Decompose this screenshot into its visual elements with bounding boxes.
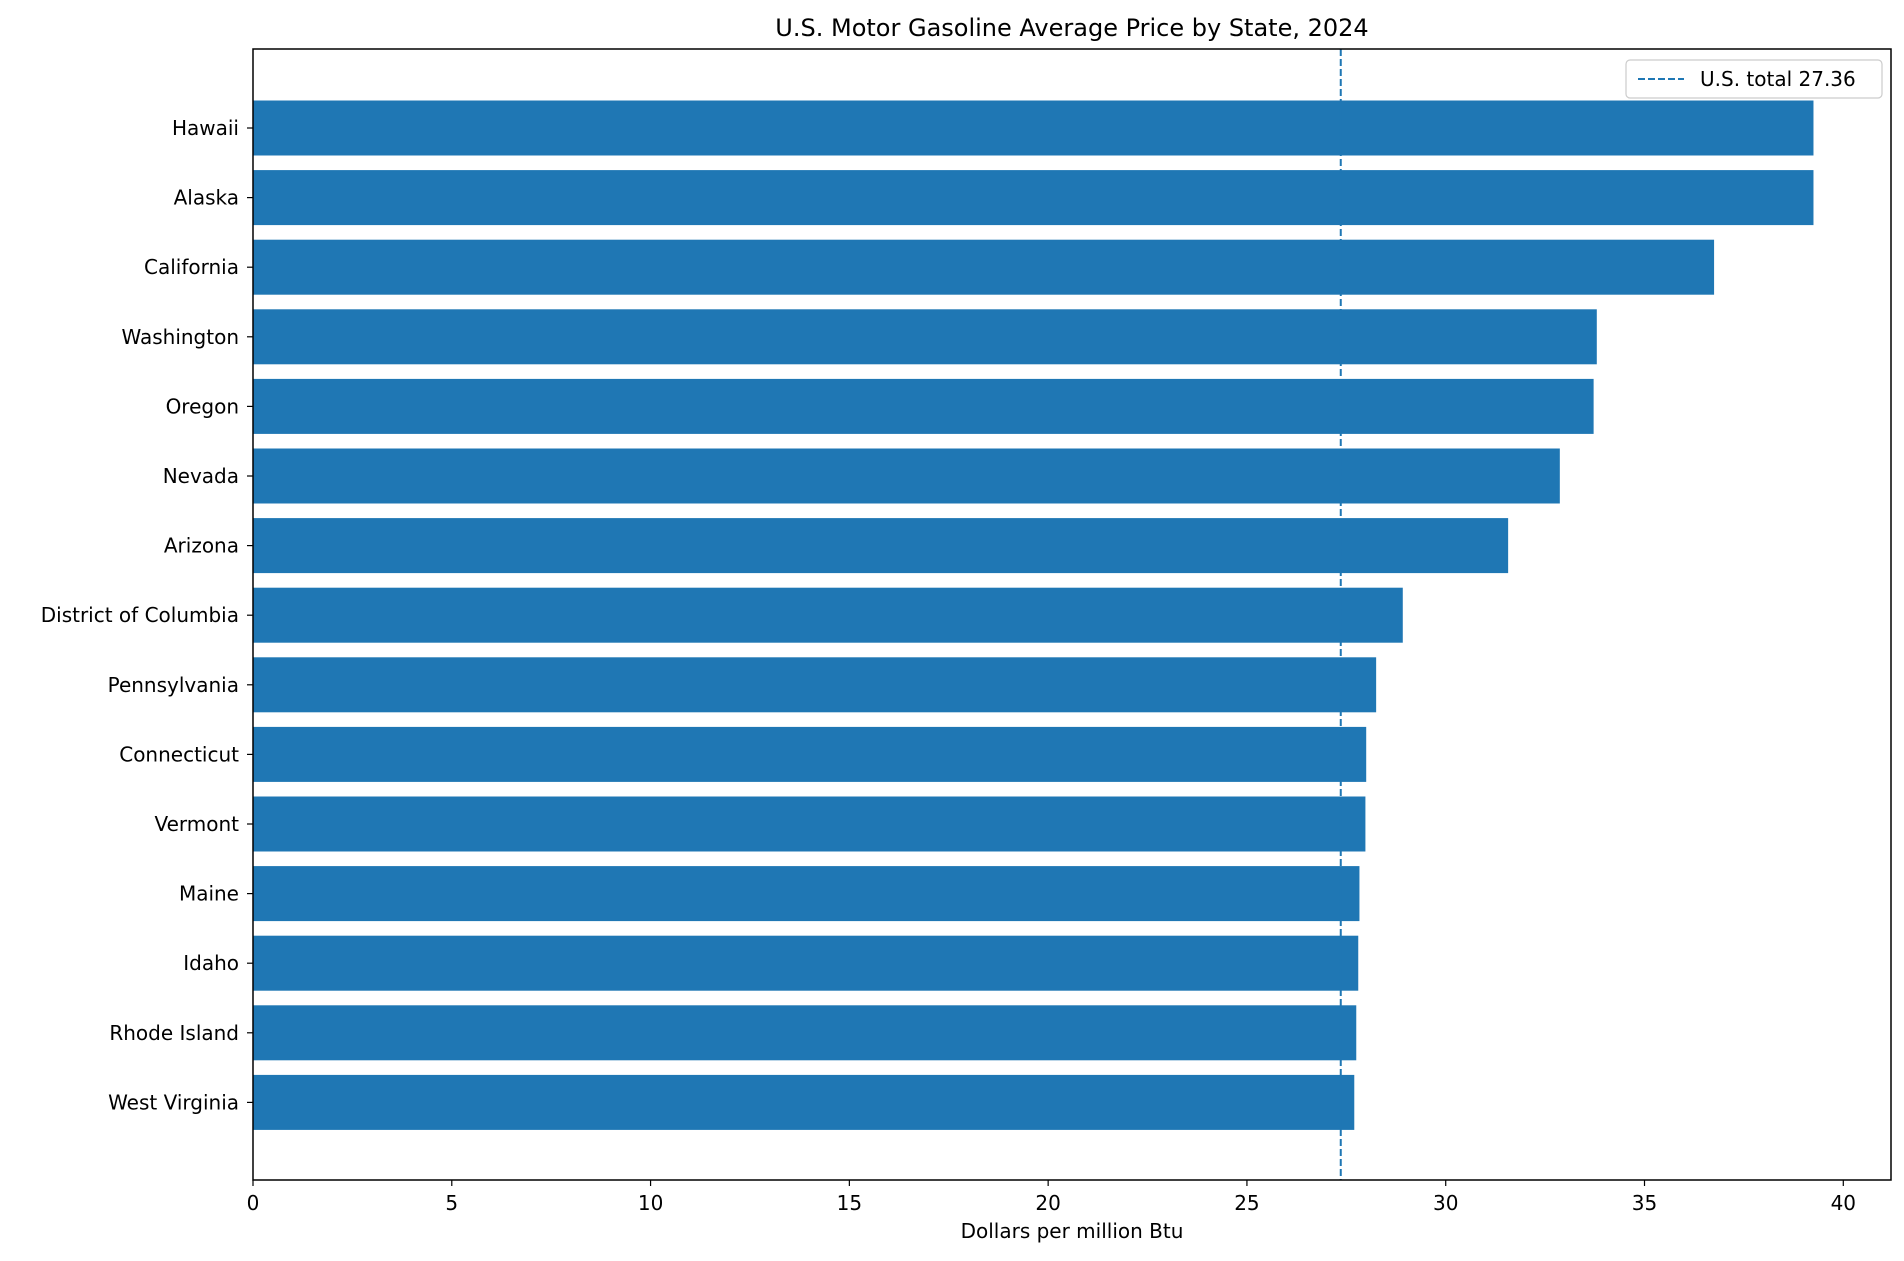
x-tick-label: 15 bbox=[837, 1191, 862, 1215]
bar bbox=[253, 587, 1403, 643]
y-tick-label: Arizona bbox=[164, 534, 239, 558]
x-tick-label: 5 bbox=[445, 1191, 458, 1215]
bar bbox=[253, 100, 1814, 156]
y-tick-label: Rhode Island bbox=[109, 1021, 239, 1045]
y-tick-label: Vermont bbox=[154, 812, 239, 836]
legend-box bbox=[1625, 59, 1883, 99]
bar bbox=[253, 866, 1360, 922]
x-tick-label: 40 bbox=[1831, 1191, 1856, 1215]
x-tick-label: 10 bbox=[638, 1191, 663, 1215]
y-tick-label: Idaho bbox=[183, 951, 239, 975]
y-tick-label: Alaska bbox=[174, 186, 239, 210]
bar bbox=[253, 1005, 1357, 1061]
y-tick-label: Washington bbox=[121, 325, 239, 349]
y-tick-label: California bbox=[144, 255, 239, 279]
bar bbox=[253, 1074, 1355, 1130]
bar bbox=[253, 935, 1359, 991]
bar bbox=[253, 309, 1597, 365]
bar bbox=[253, 796, 1366, 852]
chart-title: U.S. Motor Gasoline Average Price by Sta… bbox=[775, 14, 1368, 42]
bars-layer bbox=[253, 100, 1814, 1130]
x-tick-label: 30 bbox=[1433, 1191, 1458, 1215]
bar bbox=[253, 518, 1509, 574]
x-tick-label: 25 bbox=[1234, 1191, 1259, 1215]
y-tick-label: District of Columbia bbox=[41, 603, 239, 627]
legend: U.S. total 27.36 bbox=[1625, 59, 1883, 99]
x-tick-label: 20 bbox=[1035, 1191, 1060, 1215]
x-axis-label: Dollars per million Btu bbox=[961, 1219, 1184, 1243]
bar bbox=[253, 239, 1715, 295]
bar bbox=[253, 378, 1594, 434]
y-tick-label: Oregon bbox=[166, 394, 239, 418]
y-tick-label: West Virginia bbox=[108, 1090, 239, 1114]
bar bbox=[253, 726, 1367, 782]
y-tick-label: Pennsylvania bbox=[108, 673, 239, 697]
plot-frame bbox=[252, 48, 1892, 1181]
y-tick-label: Connecticut bbox=[119, 742, 239, 766]
x-tick-label: 35 bbox=[1632, 1191, 1657, 1215]
bar bbox=[253, 448, 1560, 504]
y-axis: Hawaii Alaska California Washington Oregon Ne… bbox=[41, 116, 253, 1114]
bar bbox=[253, 657, 1377, 713]
legend-label: U.S. total 27.36 bbox=[1700, 67, 1856, 91]
x-tick-label: 0 bbox=[247, 1191, 260, 1215]
y-tick-label: Maine bbox=[179, 882, 239, 906]
x-axis: 0 5 10 15 20 25 30 35 40 bbox=[247, 1180, 1856, 1215]
bar bbox=[253, 170, 1814, 226]
y-tick-label: Hawaii bbox=[172, 116, 239, 140]
y-tick-label: Nevada bbox=[163, 464, 239, 488]
